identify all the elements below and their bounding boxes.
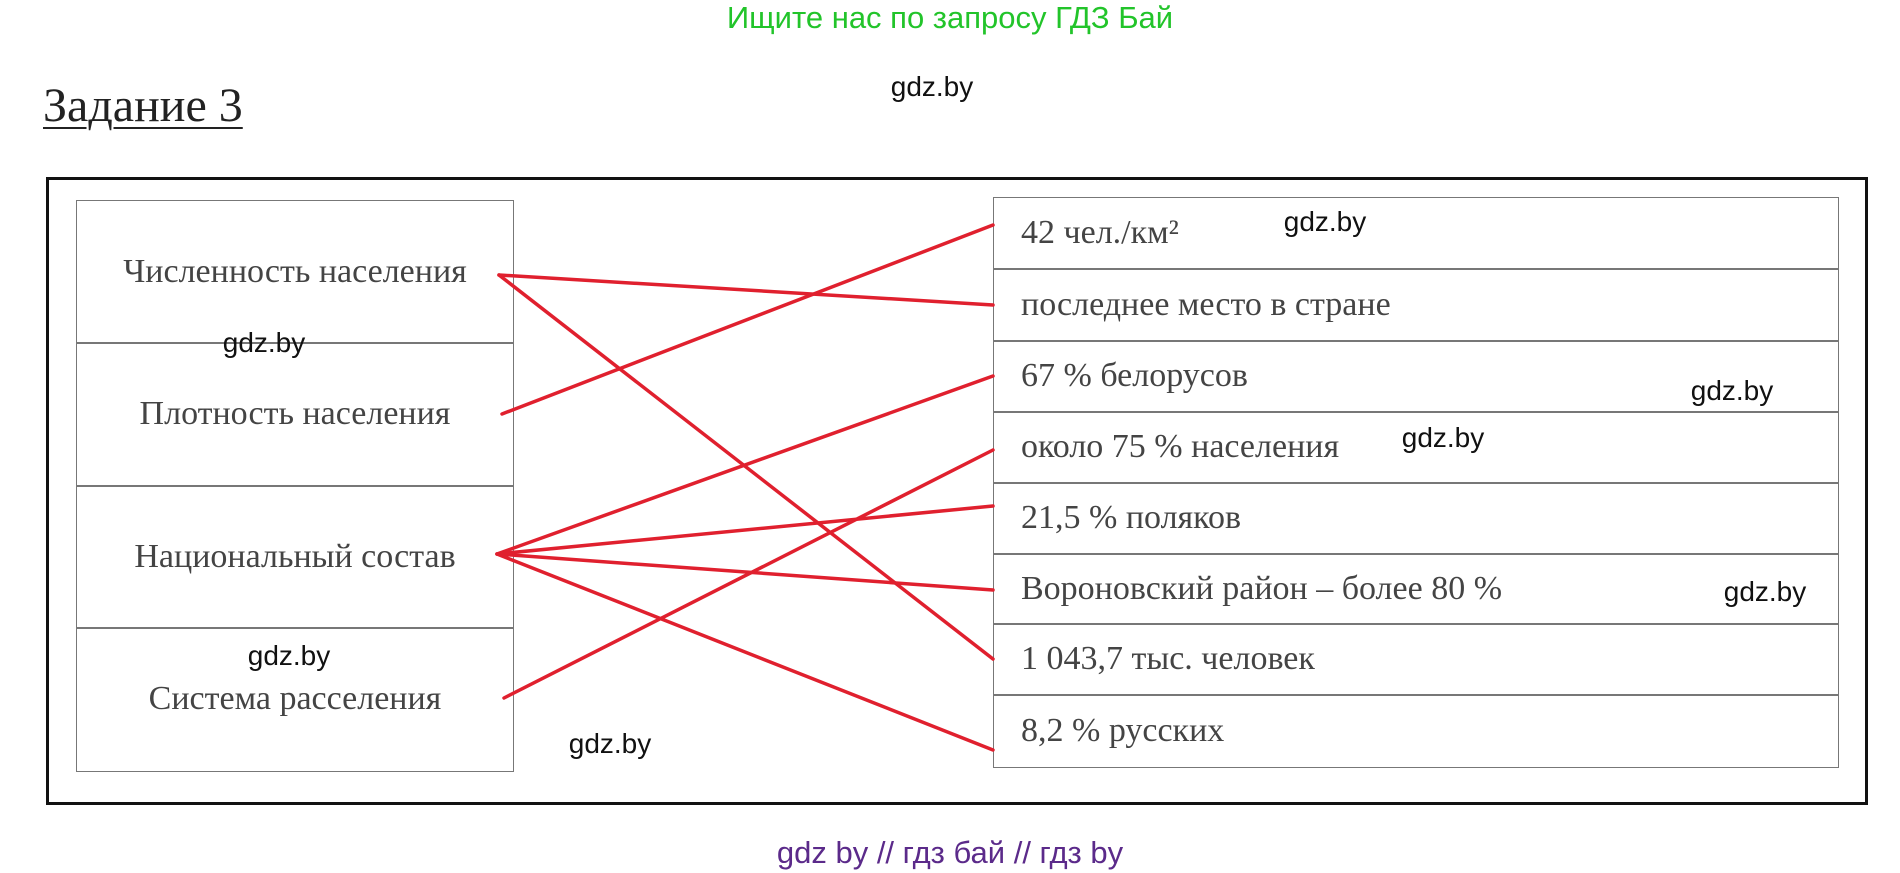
right-item: Вороновский район – более 80 % <box>993 553 1839 625</box>
footer: gdz by // гдз бай // гдз by <box>776 835 1124 870</box>
left-item: Численность населения <box>76 200 514 344</box>
match-line <box>497 273 995 661</box>
match-line <box>495 374 995 556</box>
right-item: 8,2 % русских <box>993 694 1839 768</box>
match-line <box>497 273 995 307</box>
watermark: gdz.by <box>1283 206 1367 237</box>
watermark: gdz.by <box>1723 576 1807 607</box>
search-note: Ищите нас по запросу ГДЗ Бай <box>726 0 1174 35</box>
right-item: 21,5 % поляков <box>993 482 1839 555</box>
match-line <box>495 552 995 592</box>
match-line <box>495 552 995 752</box>
task-frame <box>46 177 1868 805</box>
watermark: gdz.by <box>247 640 331 671</box>
task-title: Задание 3 <box>43 79 243 132</box>
match-line <box>500 223 995 416</box>
right-item: 42 чел./км² <box>993 197 1839 270</box>
watermark: gdz.by <box>222 327 306 358</box>
match-line <box>502 448 995 700</box>
match-line <box>495 504 995 556</box>
watermark: gdz.by <box>890 71 974 102</box>
left-item: Система расселения <box>76 627 514 772</box>
watermark: gdz.by <box>1401 422 1485 453</box>
right-item: 67 % белорусов <box>993 340 1839 413</box>
watermark: gdz.by <box>568 728 652 759</box>
right-item: 1 043,7 тыс. человек <box>993 623 1839 696</box>
left-item: Плотность населения <box>76 342 514 487</box>
watermark: gdz.by <box>1690 375 1774 406</box>
right-item: около 75 % населения <box>993 411 1839 484</box>
